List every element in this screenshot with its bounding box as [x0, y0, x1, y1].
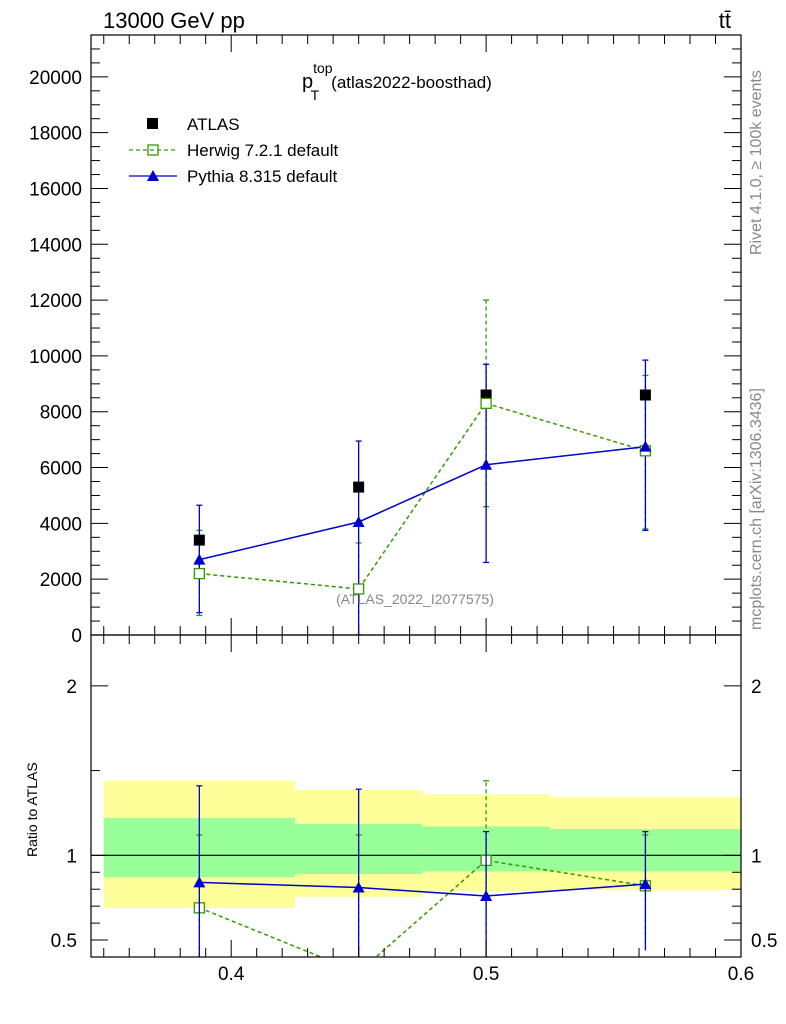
ratio-ytick-label: 2 [66, 677, 77, 698]
atlas-point [639, 389, 651, 401]
ratio-frame [90, 634, 742, 958]
main-ytick-label: 6000 [40, 459, 82, 480]
pythia-point [480, 458, 493, 470]
plot-title-rest: (atlas2022-boosthad) [331, 73, 492, 92]
main-ytick-label: 8000 [40, 403, 82, 424]
ratio-ytick-label: 0.5 [51, 931, 77, 952]
atlas-point [193, 534, 205, 546]
pythia-point [352, 515, 365, 527]
atlas-point [480, 389, 492, 401]
pythia-ratio-point [639, 878, 652, 890]
xtick-label: 0.4 [218, 964, 245, 985]
herwig-point [193, 567, 205, 580]
legend-atlas-marker [147, 118, 158, 129]
watermark: (ATLAS_2022_I2077575) [336, 591, 494, 607]
plot-title: ptop T (atlas2022-boosthad) [302, 60, 492, 103]
main-series-line-2 [199, 445, 646, 561]
legend-pythia-marker [147, 170, 159, 181]
main-series-line-1 [199, 402, 646, 590]
main-ytick-label: 18000 [29, 124, 82, 145]
plot-title-main: p [302, 71, 313, 93]
header-energy: 13000 GeV pp [103, 8, 245, 33]
ratio-series-line-2 [199, 881, 646, 897]
ratio-ytick-label: 1 [66, 846, 77, 867]
ratio-ytick-label-right: 0.5 [751, 931, 777, 952]
main-ytick-label: 2000 [40, 570, 82, 591]
legend-herwig-marker [147, 144, 159, 156]
main-ytick-label: 4000 [40, 514, 82, 535]
ratio-series-line-1 [199, 859, 646, 957]
ratio-data [91, 780, 741, 977]
header-process: tt̄ [719, 8, 731, 33]
plot-title-sub: T [311, 87, 320, 103]
herwig-ratio-point [354, 967, 364, 977]
main-panel: 0 2000 4000 6000 8000 10000 12000 14000 16000 180… [29, 34, 742, 647]
main-ytick-label: 12000 [29, 291, 82, 312]
rivet-label: Rivet 4.1.0, ≥ 100k events [748, 70, 765, 255]
herwig-point [480, 397, 492, 410]
herwig-point [352, 583, 365, 595]
xtick-label: 0.5 [473, 964, 499, 985]
atlas-point [353, 481, 365, 493]
legend-herwig-label: Herwig 7.2.1 default [187, 141, 338, 160]
xtick-label: 0.6 [728, 964, 754, 985]
main-ytick-label: 10000 [29, 347, 82, 368]
pythia-ratio-point [193, 876, 206, 888]
legend: ATLAS Herwig 7.2.1 default Pythia 8.315 … [129, 115, 338, 186]
legend-atlas-label: ATLAS [187, 115, 240, 134]
ratio-ytick-label-right: 2 [751, 677, 762, 698]
main-ytick-label: 20000 [29, 68, 82, 89]
main-ytick-label: 16000 [29, 179, 82, 200]
ratio-ylabel: Ratio to ATLAS [24, 762, 40, 857]
main-ytick-label: 14000 [29, 235, 82, 256]
pythia-point [193, 553, 206, 565]
pythia-ratio-point [480, 889, 493, 901]
pythia-ratio-point [352, 881, 365, 893]
mcplots-label: mcplots.cern.ch [arXiv:1306.3436] [748, 388, 765, 630]
ratio-panel: 0.5 0.5 1 1 2 2 0.4 0.5 0.6 [51, 634, 777, 985]
legend-pythia-label: Pythia 8.315 default [187, 167, 338, 186]
plot-title-sup: top [313, 60, 333, 76]
ratio-ytick-label-right: 1 [751, 846, 762, 867]
pythia-point [639, 440, 652, 452]
main-data [193, 299, 652, 635]
main-ytick-label: 0 [71, 626, 82, 647]
